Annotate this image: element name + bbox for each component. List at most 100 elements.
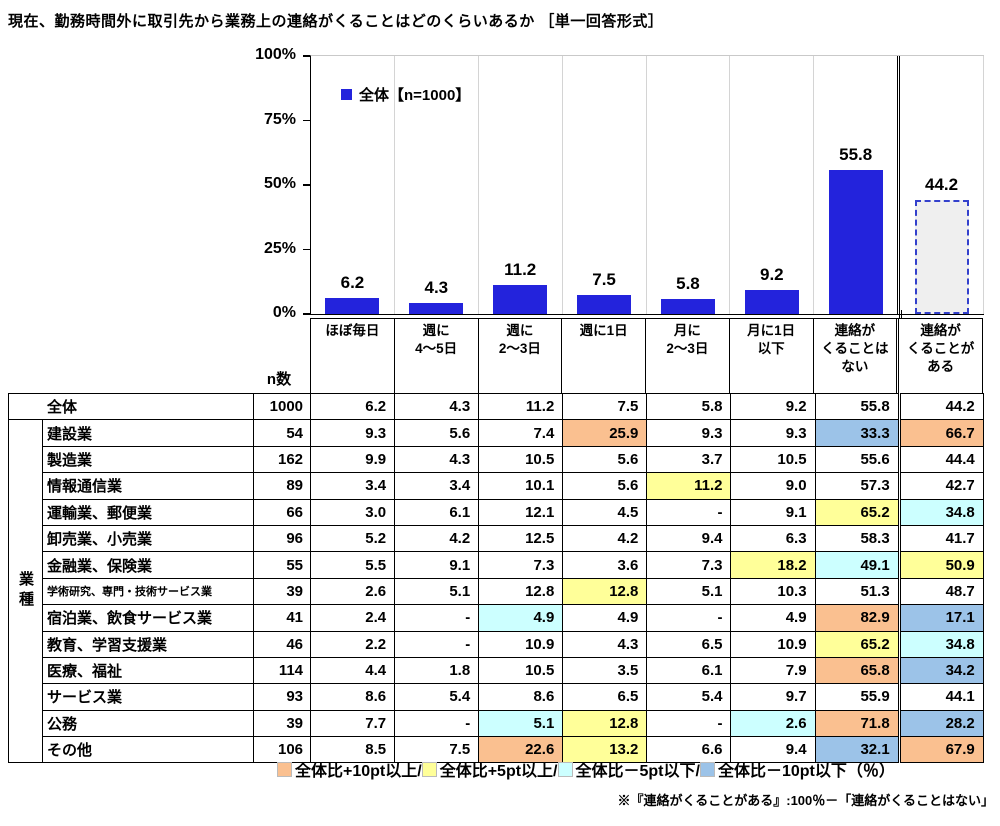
- y-tick-label: 100%: [255, 46, 296, 63]
- value-cell: 7.3: [646, 551, 732, 579]
- axis-tick: [303, 55, 310, 57]
- value-cell: -: [646, 604, 732, 632]
- table-row: 金融業、保険業 55 5.5 9.1 7.3 3.6 7.3 18.2 49.1 50.9: [9, 551, 984, 579]
- value-cell: 9.0: [730, 472, 816, 500]
- value-cell: 6.5: [646, 630, 732, 658]
- header-cell: 月に 2～3日: [646, 319, 730, 393]
- value-cell: 22.6: [478, 736, 564, 764]
- value-cell: 5.1: [394, 577, 480, 606]
- value-cell: 34.2: [897, 656, 984, 685]
- value-cell: 9.3: [646, 419, 732, 447]
- value-cell: 4.2: [562, 524, 648, 553]
- color-swatch-icon: [699, 761, 715, 777]
- value-cell: 4.3: [394, 445, 480, 474]
- value-cell: 5.6: [562, 445, 648, 474]
- value-cell: 2.6: [310, 577, 396, 606]
- n-count-cell: 106: [253, 736, 312, 764]
- legend-swatch-icon: [341, 89, 352, 100]
- bar: [660, 299, 715, 314]
- value-cell: 41.7: [897, 524, 984, 553]
- value-cell: 42.7: [897, 472, 984, 500]
- row-label-cell: 情報通信業: [41, 472, 255, 500]
- row-label-cell: その他: [41, 736, 255, 764]
- value-cell: 6.2: [310, 392, 396, 421]
- value-cell: -: [646, 498, 732, 526]
- row-label-cell: 金融業、保険業: [41, 551, 255, 579]
- value-cell: 9.9: [310, 445, 396, 474]
- value-cell: 10.9: [730, 630, 816, 658]
- axis-tick: [303, 248, 310, 250]
- value-cell: 48.7: [897, 577, 984, 606]
- value-cell: 4.2: [394, 524, 480, 553]
- value-cell: 7.5: [562, 392, 648, 421]
- color-legend-label: 全体比－10pt以下: [717, 763, 847, 780]
- value-cell: 7.4: [478, 419, 564, 447]
- plot-area: 6.2 4.3 11.2 7.5 5.8 9.2 55.8 44.2: [310, 55, 984, 315]
- industry-group-label: 業種: [8, 419, 43, 764]
- value-cell: 5.4: [394, 683, 480, 711]
- header-cell: 連絡が くることは ない: [813, 319, 897, 393]
- n-count-cell: 114: [253, 656, 312, 685]
- value-cell: 58.3: [814, 524, 900, 553]
- value-cell: 3.0: [310, 498, 396, 526]
- table-row: サービス業 93 8.6 5.4 8.6 6.5 5.4 9.7 55.9 44.1: [9, 683, 984, 711]
- value-cell: 67.9: [897, 736, 984, 764]
- value-cell: 4.9: [730, 604, 816, 632]
- n-count-cell: 39: [253, 577, 312, 606]
- bar-value-label: 44.2: [925, 174, 959, 194]
- y-tick-label: 75%: [263, 110, 296, 128]
- value-cell: 10.5: [730, 445, 816, 474]
- value-cell: 71.8: [814, 709, 900, 738]
- value-cell: 34.8: [897, 498, 984, 526]
- value-cell: 10.5: [478, 656, 564, 685]
- row-label-cell: 宿泊業、飲食サービス業: [41, 604, 255, 632]
- double-line-connector: [898, 310, 902, 320]
- chart-legend-label: 全体【n=1000】: [359, 87, 471, 104]
- header-cell: 月に1日 以下: [729, 319, 814, 393]
- n-count-cell: 89: [253, 472, 312, 500]
- row-label-cell: 運輸業、郵便業: [41, 498, 255, 526]
- value-cell: 3.5: [562, 656, 648, 685]
- row-label-cell: サービス業: [41, 683, 255, 711]
- value-cell: 65.2: [814, 630, 900, 658]
- value-cell: 7.7: [310, 709, 396, 738]
- value-cell: 4.9: [562, 604, 648, 632]
- table-row: その他 106 8.5 7.5 22.6 13.2 6.6 9.4 32.1 67.9: [9, 736, 984, 764]
- color-legend-suffix: （％）: [846, 763, 895, 780]
- table-row: 教育、学習支援業 46 2.2-10.9 4.3 6.5 10.9 65.2 34.8: [9, 630, 984, 658]
- value-cell: 2.4: [310, 604, 396, 632]
- value-cell: 9.1: [394, 551, 480, 579]
- value-cell: -: [394, 604, 480, 632]
- value-cell: 50.9: [897, 551, 984, 579]
- value-cell: 12.5: [478, 524, 564, 553]
- value-cell: 6.1: [394, 498, 480, 526]
- bar-value-label: 7.5: [592, 269, 616, 289]
- bar-value-label: 9.2: [759, 265, 784, 285]
- color-swatch-icon: [557, 761, 573, 777]
- value-cell: 12.8: [562, 577, 648, 606]
- chart-column: 7.5: [563, 56, 647, 314]
- value-cell: 6.6: [646, 736, 732, 764]
- axis-tick: [303, 119, 310, 121]
- bar-value-label: 4.3: [424, 277, 449, 297]
- table-row: 情報通信業 89 3.4 3.4 10.1 5.6 11.2 9.0 57.3 42.7: [9, 472, 984, 500]
- axis-tick: [303, 184, 310, 186]
- bar-value-label: 5.8: [676, 274, 700, 294]
- bar-value-label: 55.8: [839, 145, 873, 165]
- chart-column: 5.8: [647, 56, 731, 314]
- value-cell: 8.6: [310, 683, 396, 711]
- value-cell: 11.2: [646, 472, 732, 500]
- table-row: 宿泊業、飲食サービス業 41 2.4-4.9 4.9-4.9 82.9 17.1: [9, 604, 984, 632]
- value-cell: 5.6: [562, 472, 648, 500]
- category-header-row: ほぼ毎日 週に 4～5日 週に 2～3日 週に1日 月に 2～3日 月に1日 以下 連絡が …: [310, 318, 983, 393]
- value-cell: 4.5: [562, 498, 648, 526]
- table-row: 運輸業、郵便業 66 3.0 6.1 12.1 4.5-9.1 65.2 34.8: [9, 498, 984, 526]
- bar: [577, 294, 632, 314]
- value-cell: 10.5: [478, 445, 564, 474]
- value-cell: 17.1: [897, 604, 984, 632]
- value-cell: 44.1: [897, 683, 984, 711]
- value-cell: 33.3: [814, 419, 900, 447]
- row-label-cell: 建設業: [41, 419, 255, 447]
- color-legend: 全体比+10pt以上/全体比+5pt以上/全体比－5pt以下/全体比－10pt以…: [277, 757, 895, 781]
